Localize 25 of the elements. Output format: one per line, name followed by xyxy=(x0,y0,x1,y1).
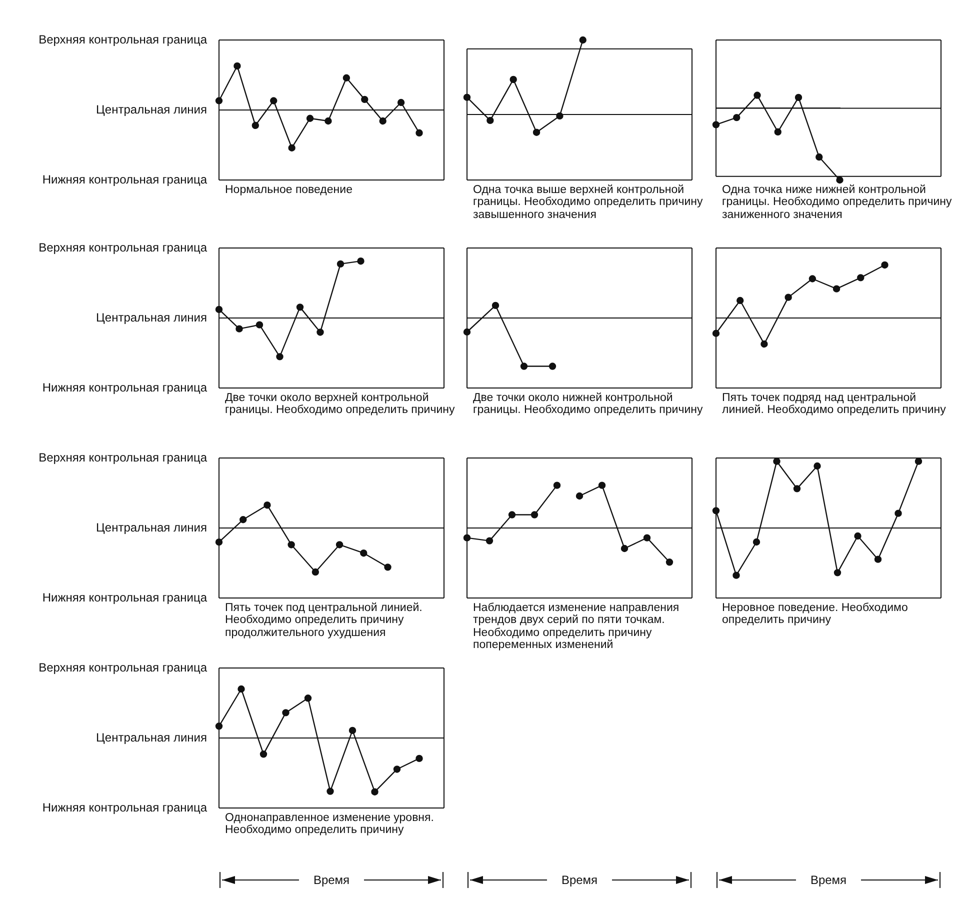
text: Одна точка выше верхней контрольной границы. Необходимо определить причину завышенного значения xyxy=(473,184,704,222)
ref-line-label: Центральная линия xyxy=(96,730,207,744)
text: Две точки около нижней контрольной границы. Необходимо определить причину xyxy=(473,392,704,417)
ref-line-label: Нижняя контрольная граница xyxy=(42,800,208,814)
ref-line-label: Нижняя контрольная граница xyxy=(42,380,208,394)
ref-line-label: Верхняя контрольная граница xyxy=(38,660,208,674)
text: Одна точка ниже нижней контрольной границы. Необходимо определить причину заниженного значения xyxy=(722,184,953,222)
text: Пять точек под центральной линией. Необходимо определить причину продолжительного ухудшения xyxy=(225,602,424,640)
text: Пять точек подряд над центральной линией. Необходимо определить причину xyxy=(722,392,947,417)
ref-line-label: Верхняя контрольная граница xyxy=(38,450,208,464)
x-axis-title: Время xyxy=(312,873,351,887)
ref-line-label: Центральная линия xyxy=(96,102,207,116)
x-axis-title: Время xyxy=(809,873,848,887)
ref-line-label: Нижняя контрольная граница xyxy=(42,590,208,604)
text: Однонаправленное изменение уровня. Необходимо определить причину xyxy=(225,812,435,837)
text: Неровное поведение. Необходимо определить причину xyxy=(722,602,909,627)
ref-line-label: Нижняя контрольная граница xyxy=(42,172,208,186)
text: Две точки около верхней контрольной границы. Необходимо определить причину xyxy=(225,392,456,417)
x-axis-title: Время xyxy=(560,873,599,887)
ref-line-label: Верхняя контрольная граница xyxy=(38,240,208,254)
ref-line-label: Центральная линия xyxy=(96,520,207,534)
text: Наблюдается изменение направления трендов двух серий по пяти точкам. Необходимо определить причину попеременных изменений xyxy=(473,602,680,652)
text: Нормальное поведение xyxy=(225,184,354,196)
ref-line-label: Центральная линия xyxy=(96,310,207,324)
ref-line-label: Верхняя контрольная граница xyxy=(38,32,208,46)
